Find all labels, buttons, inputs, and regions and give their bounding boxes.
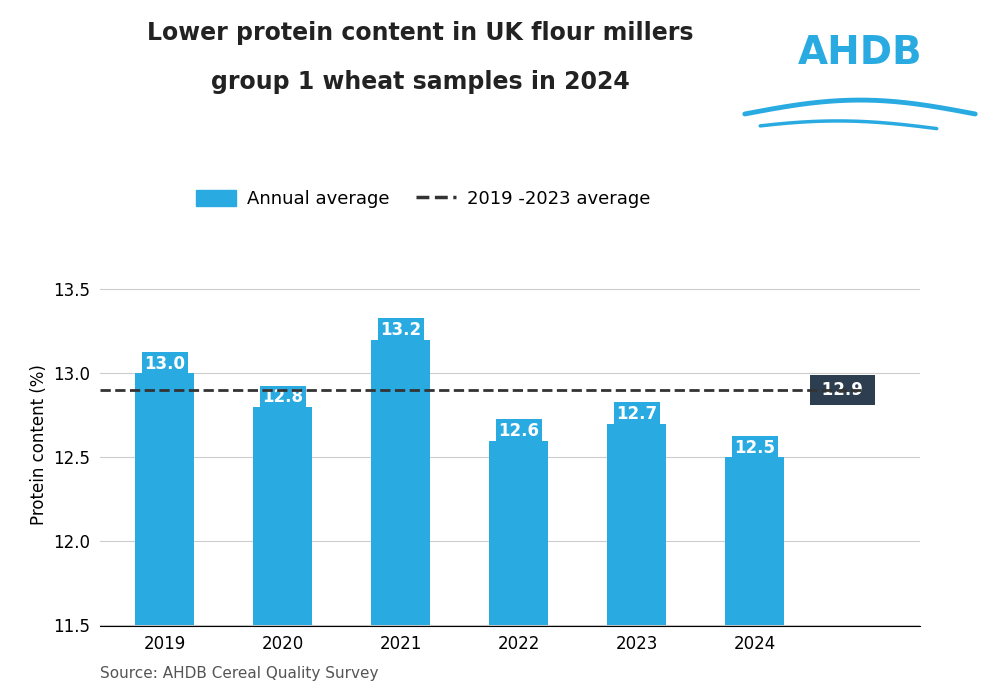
- Text: 12.8: 12.8: [262, 388, 303, 406]
- Text: Source: AHDB Cereal Quality Survey: Source: AHDB Cereal Quality Survey: [100, 666, 378, 681]
- Bar: [489, 441, 548, 626]
- Bar: [607, 424, 666, 626]
- Text: 12.7: 12.7: [616, 405, 657, 423]
- Text: 12.9: 12.9: [816, 381, 869, 399]
- Bar: [725, 457, 784, 626]
- Text: AHDB: AHDB: [798, 34, 922, 72]
- Bar: [253, 407, 312, 626]
- Bar: [135, 373, 194, 626]
- Y-axis label: Protein content (%): Protein content (%): [30, 364, 48, 525]
- Legend: Annual average, 2019 -2023 average: Annual average, 2019 -2023 average: [189, 183, 658, 215]
- Bar: [371, 340, 430, 626]
- Text: 12.6: 12.6: [498, 422, 539, 440]
- Text: group 1 wheat samples in 2024: group 1 wheat samples in 2024: [211, 70, 629, 94]
- Text: 13.0: 13.0: [144, 354, 185, 373]
- Text: 12.5: 12.5: [734, 439, 775, 457]
- Text: Lower protein content in UK flour millers: Lower protein content in UK flour miller…: [147, 21, 693, 45]
- Text: 13.2: 13.2: [380, 321, 421, 339]
